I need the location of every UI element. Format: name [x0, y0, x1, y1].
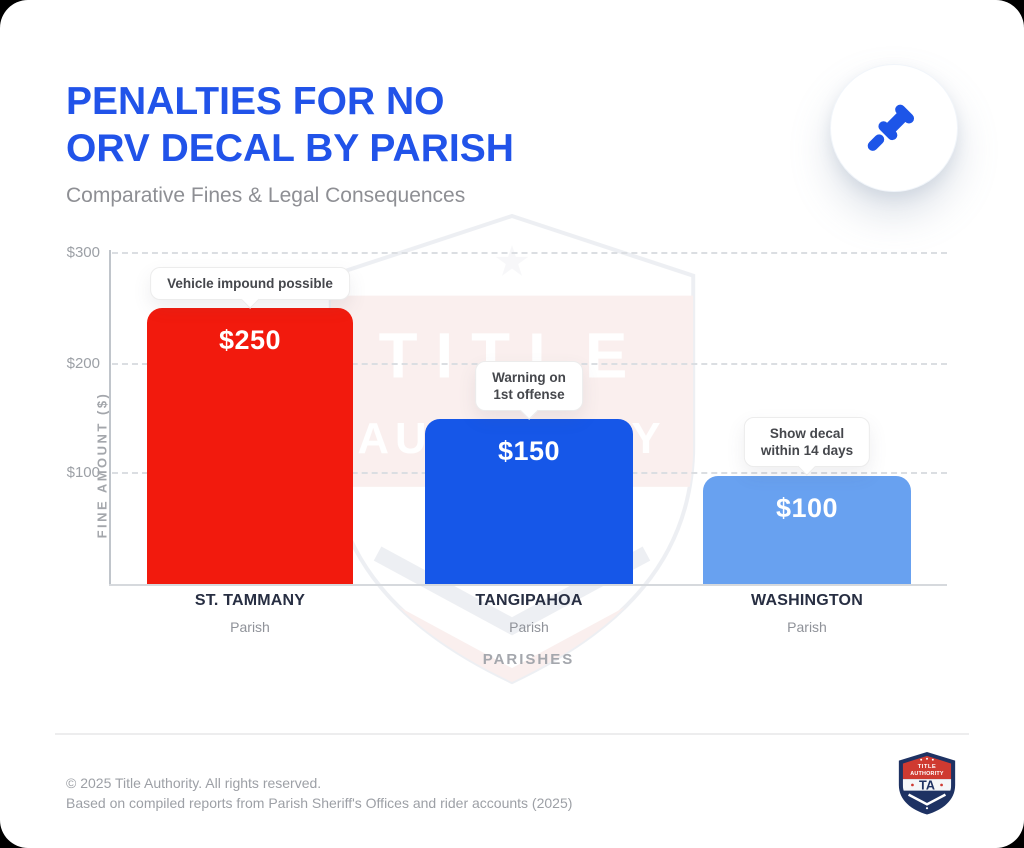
bar-tangipahoa: $150: [425, 419, 633, 584]
logo-authority-text: AUTHORITY: [910, 771, 944, 777]
category-subtitle: Parish: [509, 619, 549, 635]
gavel-icon: [867, 104, 915, 151]
annotation-text: 1st offense: [493, 387, 565, 402]
source-text: Based on compiled reports from Parish Sh…: [66, 795, 573, 811]
copyright-text: © 2025 Title Authority. All rights reser…: [66, 775, 322, 791]
ytick-300: $300: [66, 244, 100, 261]
category-subtitle: Parish: [787, 619, 827, 635]
page-title-line1: PENALTIES FOR NO: [66, 80, 445, 123]
tooltip-caret: [240, 289, 260, 309]
x-axis-title: PARISHES: [482, 651, 575, 668]
bar-value-label: $100: [775, 493, 839, 523]
category-name: TANGIPAHOA: [475, 592, 583, 609]
annotation-text: Show decal: [769, 426, 845, 441]
xlabel-tangipahoa: TANGIPAHOA Parish: [425, 592, 633, 635]
bar-st-tammany: $250: [147, 308, 353, 584]
xlabel-washington: WASHINGTON Parish: [703, 592, 911, 635]
category-name: ST. TAMMANY: [194, 592, 306, 609]
bar-washington: $100: [703, 476, 911, 584]
annotation-text: Vehicle impound possible: [167, 276, 333, 291]
ytick-100: $100: [66, 464, 100, 481]
category-name: WASHINGTON: [751, 592, 863, 609]
annotation-text: Warning on: [492, 370, 566, 385]
page-subtitle: Comparative Fines & Legal Consequences: [66, 184, 466, 207]
page-title: PENALTIES FOR NO ORV DECAL BY PARISH: [66, 78, 514, 172]
annotation-text: within 14 days: [760, 443, 854, 458]
page-title-line2: ORV DECAL BY PARISH: [66, 127, 514, 170]
title-authority-logo: TITLE AUTHORITY TA: [898, 751, 956, 815]
y-axis-line: [109, 250, 111, 586]
bar-value-label: $250: [218, 325, 282, 355]
xlabel-st-tammany: ST. TAMMANY Parish: [147, 592, 353, 635]
x-axis-line: [109, 584, 947, 586]
y-axis-title: FINE AMOUNT ($): [94, 391, 110, 539]
svg-text:★: ★: [493, 238, 530, 285]
annotation-st-tammany: Vehicle impound possible: [150, 267, 350, 309]
gridline-300: [112, 252, 947, 254]
gavel-badge: [830, 64, 958, 192]
bar-value-label: $150: [497, 436, 561, 466]
tooltip-caret: [519, 400, 539, 420]
annotation-tangipahoa: Warning on 1st offense: [475, 361, 583, 420]
footer-divider: [55, 733, 969, 735]
annotation-washington: Show decal within 14 days: [743, 417, 871, 476]
category-subtitle: Parish: [230, 619, 270, 635]
logo-title-text: TITLE: [918, 764, 937, 770]
logo-monogram: TA: [919, 778, 935, 792]
ytick-200: $200: [66, 355, 100, 372]
